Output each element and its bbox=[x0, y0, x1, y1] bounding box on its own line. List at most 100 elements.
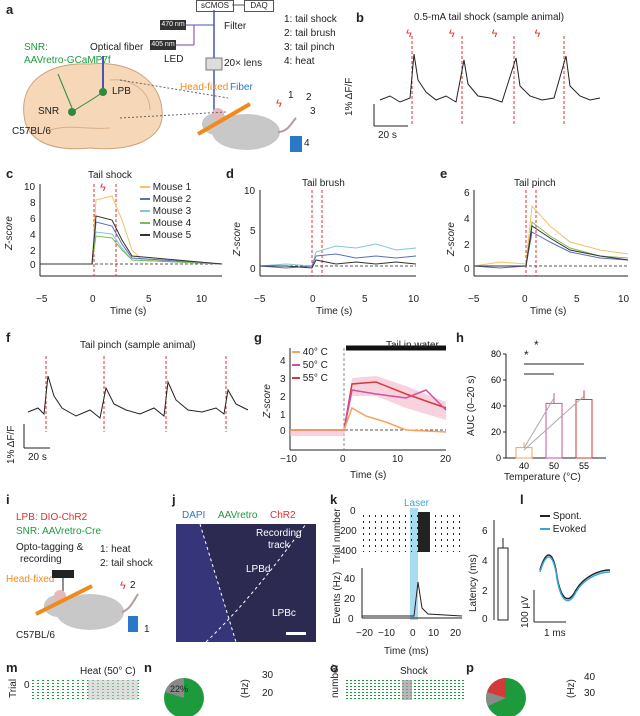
panel-label-o: o bbox=[330, 660, 338, 675]
panel-j-micrograph: Recording track LPBd LPBc bbox=[176, 524, 316, 642]
panel-d-ytick-2: 10 bbox=[244, 186, 256, 197]
panel-p-pie bbox=[486, 678, 526, 716]
panel-p-ytick-1: 30 bbox=[584, 688, 596, 699]
panel-k-latency-ytick-2: 4 bbox=[482, 556, 488, 567]
panel-e-ytick-1: 2 bbox=[464, 240, 470, 251]
panel-k-xtick-0: −20 bbox=[356, 628, 373, 639]
panel-c-ytick-0: 0 bbox=[30, 260, 36, 271]
panel-d-xtick-3: 10 bbox=[408, 294, 420, 305]
legend-mouse-4: Mouse 4 bbox=[140, 218, 191, 230]
panel-l-legend: Spont. Evoked bbox=[540, 510, 586, 536]
panel-e-xtick-2: 5 bbox=[574, 294, 580, 305]
panel-e-ylabel: Z-score bbox=[446, 222, 457, 256]
h-ytick-label: 60 bbox=[491, 375, 501, 385]
panel-f-scale-x: 20 s bbox=[28, 452, 47, 463]
panel-k-latency-label: Latency (ms) bbox=[468, 554, 479, 612]
stim-num-1: 1 bbox=[288, 90, 294, 101]
panel-i-mouse bbox=[35, 570, 139, 632]
h-bar bbox=[515, 447, 533, 459]
panel-b-scale-x: 20 s bbox=[378, 130, 397, 141]
snr-label: SNR: bbox=[24, 42, 48, 53]
panel-i-num-1: 1 bbox=[144, 624, 150, 635]
panel-g-ytick-1: 1 bbox=[280, 410, 286, 421]
panel-k-xtick-4: 20 bbox=[450, 628, 462, 639]
panel-c-ytick-4: 8 bbox=[30, 198, 36, 209]
panel-l-scale-v: 100 μV bbox=[520, 596, 531, 628]
panel-label-e: e bbox=[440, 166, 448, 181]
panel-c-xtick-0: −5 bbox=[36, 294, 48, 305]
panel-k-latency-ytick-0: 0 bbox=[482, 614, 488, 625]
panel-b-trace bbox=[373, 36, 601, 127]
panel-j-chr2: ChR2 bbox=[270, 510, 296, 521]
panel-g-plot bbox=[289, 345, 447, 451]
shock-icons-b: ϟϟϟϟ bbox=[406, 28, 578, 40]
h-ytick-label: 80 bbox=[491, 349, 501, 359]
panel-m-title: Heat (50° C) bbox=[80, 666, 136, 677]
panel-k-top-ytick-1: 200 bbox=[340, 526, 357, 537]
shock-icon-a: ϟ bbox=[276, 98, 282, 110]
panel-label-d: d bbox=[226, 166, 234, 181]
legend-mouse-1: Mouse 1 bbox=[140, 182, 191, 194]
panel-d-xtick-0: −5 bbox=[254, 294, 266, 305]
panel-d-xtick-2: 5 bbox=[362, 294, 368, 305]
legend-mouse-5: Mouse 5 bbox=[140, 230, 191, 242]
panel-label-a: a bbox=[6, 2, 14, 17]
panel-k-top-ytick-0: 0 bbox=[350, 506, 356, 517]
panel-label-j: j bbox=[172, 492, 176, 507]
panel-d-plot bbox=[259, 190, 417, 277]
panel-g-ylabel: Z-score bbox=[262, 384, 273, 418]
shock-icon-i: ϟ bbox=[120, 580, 126, 592]
panel-o-raster bbox=[346, 680, 466, 700]
panel-f-title: Tail pinch (sample animal) bbox=[80, 340, 196, 351]
daq-label: DAQ bbox=[250, 1, 268, 10]
panel-g-ytick-3: 3 bbox=[280, 374, 286, 385]
stim-num-2: 2 bbox=[306, 92, 312, 103]
panel-h-bar-chart: 0 20 40 60 80 40 50 55 bbox=[491, 349, 606, 471]
panel-g-xlabel: Time (s) bbox=[350, 470, 387, 481]
legend-spont: Spont. bbox=[540, 510, 586, 523]
panel-e-xtick-0: −5 bbox=[468, 294, 480, 305]
panel-g-legend: 40° C 50° C 55° C bbox=[292, 346, 328, 385]
panel-j-dapi: DAPI bbox=[182, 510, 206, 521]
panel-d-xlabel: Time (s) bbox=[316, 306, 353, 317]
nm405-label: 405 nm bbox=[151, 41, 175, 48]
lens-label: 20× lens bbox=[224, 58, 263, 69]
panel-k-ylabel-bottom: Events (Hz) bbox=[332, 571, 343, 624]
panel-j-micrograph-art bbox=[176, 524, 316, 642]
stim-num-4: 4 bbox=[304, 138, 310, 149]
panel-label-n: n bbox=[144, 660, 152, 675]
h-bar bbox=[545, 402, 563, 459]
panel-c-ytick-5: 10 bbox=[24, 182, 36, 193]
panel-e-xtick-1: 0 bbox=[522, 294, 528, 305]
panel-g-ytick-0: 0 bbox=[280, 426, 286, 437]
panel-b-scale-y: 1% ΔF/F bbox=[344, 77, 355, 116]
panel-n-pie bbox=[164, 678, 204, 716]
snr-region-label: SNR bbox=[38, 106, 60, 117]
head-fixed-label: Head-fixed bbox=[180, 82, 229, 93]
panel-n-pie-label: 22% bbox=[170, 684, 189, 694]
panel-k-laser: Laser bbox=[404, 498, 430, 509]
legend-50c: 50° C bbox=[292, 359, 328, 372]
panel-n-ytick-0: 30 bbox=[262, 670, 274, 681]
panel-k-xlabel: Time (ms) bbox=[384, 646, 429, 657]
panel-k-top-ytick-2: 400 bbox=[340, 546, 357, 557]
h-category-label: 40 bbox=[519, 461, 529, 471]
panel-h-star-1: * bbox=[524, 348, 529, 362]
lpb-label: LPB bbox=[112, 86, 131, 97]
panel-h-xlabel: Temperature (°C) bbox=[504, 472, 581, 483]
panel-label-h: h bbox=[456, 330, 464, 345]
panel-c-ylabel: Z-score bbox=[4, 216, 15, 250]
h-ytick-label: 20 bbox=[491, 427, 501, 437]
panel-l-scale-t: 1 ms bbox=[544, 628, 566, 639]
panel-i-num-2: 2 bbox=[130, 580, 136, 591]
panel-d-ytick-0: 0 bbox=[250, 264, 256, 275]
panel-m-ylabel: Trial bbox=[8, 678, 19, 698]
panel-i-recording: recording bbox=[20, 554, 62, 565]
scmos-box: sCMOS bbox=[196, 0, 234, 12]
legend-evoked: Evoked bbox=[540, 523, 586, 536]
shock-icon-c: ϟ bbox=[100, 182, 106, 194]
panel-label-c: c bbox=[6, 166, 14, 181]
panel-label-p: p bbox=[466, 660, 474, 675]
panel-i-stim-1: 1: heat bbox=[100, 544, 131, 555]
panel-c-xtick-2: 5 bbox=[146, 294, 152, 305]
